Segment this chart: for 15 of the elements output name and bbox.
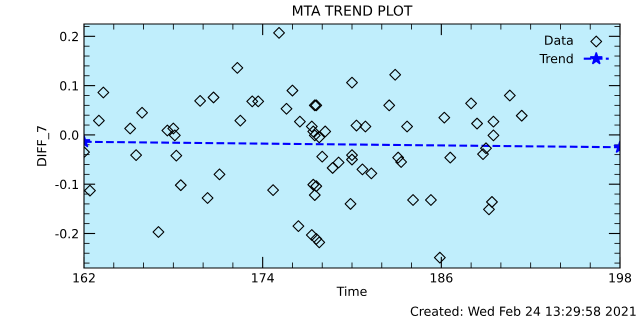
y-tick-label: 0.2 [60,32,78,42]
text: Created: Wed Feb 24 13:29:58 2021 [410,306,636,316]
x-tick-label: 186 [430,273,452,283]
x-tick-label: 174 [252,273,274,282]
x-tick-label: 162 [73,273,95,283]
y-tick-label: 0.0 [60,130,78,140]
x-tick-label: 198 [609,273,632,283]
y-axis-title: DIFF_7 [37,126,50,166]
x-axis-title: Time [336,286,367,296]
legend-label: Data [545,36,573,45]
y-tick-label: -0.2 [55,228,78,238]
y-tick-label: 0.1 [60,81,78,91]
y-tick-label: -0.1 [55,180,78,190]
chart-title: MTA TREND PLOT [292,5,412,16]
legend-label: Trend [540,54,573,64]
